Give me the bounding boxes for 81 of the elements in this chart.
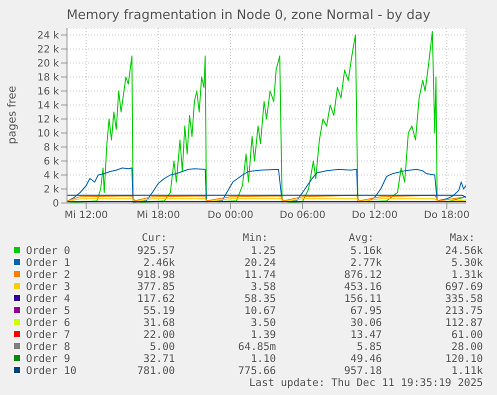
y-tick-label: 20 k bbox=[37, 58, 60, 70]
text: 20.24 bbox=[244, 257, 276, 269]
text: Max: bbox=[450, 232, 475, 244]
text: 1.25 bbox=[250, 245, 276, 257]
y-tick-label: 2 k bbox=[44, 184, 60, 196]
text: Avg: bbox=[348, 232, 374, 244]
text: 1.11k bbox=[451, 365, 483, 377]
text: 5.16k bbox=[350, 245, 382, 257]
text: 957.18 bbox=[344, 365, 382, 377]
text: 5.30k bbox=[451, 257, 483, 269]
legend-label: Order 10 bbox=[26, 365, 77, 377]
y-tick-label: 24 k bbox=[37, 30, 60, 42]
legend-label: Order 2 bbox=[26, 269, 70, 281]
legend-label: Order 5 bbox=[26, 305, 70, 317]
x-tick-label: Do 00:00 bbox=[208, 210, 254, 222]
legend-label: Order 3 bbox=[26, 281, 70, 293]
text: 5.00 bbox=[150, 341, 175, 353]
text: 58.35 bbox=[244, 293, 276, 305]
legend-label: Order 6 bbox=[26, 317, 70, 329]
text: 31.68 bbox=[143, 317, 175, 329]
y-tick-label: 12 k bbox=[37, 114, 60, 126]
text: 781.00 bbox=[137, 365, 175, 377]
chart-title: Memory fragmentation in Node 0, zone Normal - by day bbox=[66, 8, 430, 23]
y-tick-label: 16 k bbox=[37, 86, 60, 98]
y-axis-title: pages free bbox=[6, 86, 18, 144]
text: 1.10 bbox=[250, 353, 276, 365]
y-tick-label: 6 k bbox=[44, 156, 60, 168]
x-tick-label: Do 12:00 bbox=[352, 210, 398, 222]
legend-label: Order 1 bbox=[26, 257, 70, 269]
y-tick-label: 14 k bbox=[37, 100, 60, 112]
text: 213.75 bbox=[445, 305, 483, 317]
text: 1.31k bbox=[451, 269, 483, 281]
text: 67.95 bbox=[350, 305, 382, 317]
y-tick-label: 18 k bbox=[37, 72, 60, 84]
text: 697.69 bbox=[445, 281, 483, 293]
text: 112.87 bbox=[445, 317, 483, 329]
text: 11.74 bbox=[244, 269, 276, 281]
x-tick-label: Do 18:00 bbox=[424, 210, 470, 222]
text: 1.39 bbox=[250, 329, 276, 341]
text: 2.46k bbox=[143, 257, 175, 269]
text: 775.66 bbox=[238, 365, 276, 377]
legend-label: Order 8 bbox=[26, 341, 70, 353]
legend-label: Order 4 bbox=[26, 293, 70, 305]
x-tick-label: Do 06:00 bbox=[280, 210, 326, 222]
text: 876.12 bbox=[344, 269, 382, 281]
text: 55.19 bbox=[143, 305, 175, 317]
text: 3.50 bbox=[250, 317, 276, 329]
text: 24.56k bbox=[445, 245, 483, 257]
y-tick-label: 22 k bbox=[37, 44, 60, 56]
y-tick-label: 4 k bbox=[44, 170, 60, 182]
legend-label: Order 7 bbox=[26, 329, 70, 341]
text: 925.57 bbox=[137, 245, 175, 257]
text: 64.85m bbox=[238, 341, 276, 353]
text: 30.06 bbox=[350, 317, 382, 329]
text: 22.00 bbox=[143, 329, 175, 341]
x-tick-label: Mi 12:00 bbox=[64, 210, 108, 222]
text: 10.67 bbox=[244, 305, 276, 317]
y-tick-label: 0 bbox=[52, 198, 59, 210]
text: 5.85 bbox=[356, 341, 382, 353]
text: 2.77k bbox=[350, 257, 382, 269]
text: 3.58 bbox=[250, 281, 276, 293]
text: Last update: Thu Dec 11 19:35:19 2025 bbox=[248, 377, 484, 389]
text: 453.16 bbox=[344, 281, 382, 293]
y-tick-label: 8 k bbox=[44, 142, 60, 154]
text: 120.10 bbox=[445, 353, 483, 365]
text: 32.71 bbox=[143, 353, 175, 365]
text: 918.98 bbox=[137, 269, 175, 281]
text: Cur: bbox=[142, 232, 167, 244]
text: 117.62 bbox=[137, 293, 175, 305]
legend-label: Order 9 bbox=[26, 353, 70, 365]
legend-label: Order 0 bbox=[26, 245, 70, 257]
x-tick-label: Mi 18:00 bbox=[136, 210, 180, 222]
text: 377.85 bbox=[137, 281, 175, 293]
text: 13.47 bbox=[350, 329, 382, 341]
text: 335.58 bbox=[445, 293, 483, 305]
text: Min: bbox=[242, 232, 268, 244]
text: 156.11 bbox=[344, 293, 382, 305]
y-tick-label: 10 k bbox=[37, 128, 60, 140]
text: 28.00 bbox=[451, 341, 483, 353]
text: 49.46 bbox=[350, 353, 382, 365]
text: 61.00 bbox=[451, 329, 483, 341]
